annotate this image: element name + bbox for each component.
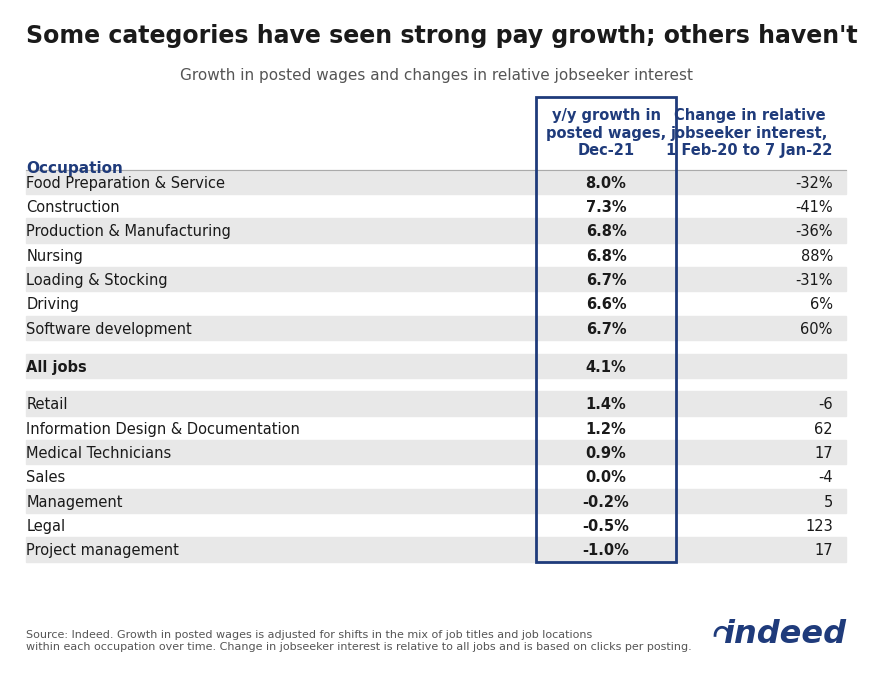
Text: 7.3%: 7.3% (586, 200, 626, 215)
Text: -41%: -41% (795, 200, 833, 215)
Text: 123: 123 (805, 519, 833, 534)
Text: 6%: 6% (810, 297, 833, 312)
Text: 4.1%: 4.1% (586, 360, 626, 375)
Text: Sales: Sales (26, 470, 65, 485)
Text: Some categories have seen strong pay growth; others haven't: Some categories have seen strong pay gro… (26, 24, 858, 48)
Text: Software development: Software development (26, 322, 192, 337)
Text: -36%: -36% (795, 224, 833, 239)
Text: 8.0%: 8.0% (586, 176, 626, 191)
Text: Growth in posted wages and changes in relative jobseeker interest: Growth in posted wages and changes in re… (180, 68, 692, 82)
Text: 17: 17 (814, 544, 833, 558)
Text: -32%: -32% (795, 176, 833, 191)
Text: 1.2%: 1.2% (586, 422, 626, 437)
Text: Construction: Construction (26, 200, 119, 215)
Text: Retail: Retail (26, 397, 68, 412)
Text: Legal: Legal (26, 519, 65, 534)
Text: -4: -4 (818, 470, 833, 485)
Text: Production & Manufacturing: Production & Manufacturing (26, 224, 231, 239)
Text: Project management: Project management (26, 544, 179, 558)
Text: 62: 62 (814, 422, 833, 437)
Text: 0.9%: 0.9% (586, 446, 626, 461)
Text: Food Preparation & Service: Food Preparation & Service (26, 176, 225, 191)
Text: 88%: 88% (800, 249, 833, 264)
Text: 6.7%: 6.7% (586, 322, 626, 337)
Text: 6.6%: 6.6% (586, 297, 626, 312)
Text: Driving: Driving (26, 297, 79, 312)
Text: Management: Management (26, 495, 123, 510)
Text: -0.2%: -0.2% (582, 495, 630, 510)
Text: -0.5%: -0.5% (582, 519, 630, 534)
Text: -31%: -31% (795, 273, 833, 288)
Text: Occupation: Occupation (26, 161, 123, 176)
Text: indeed: indeed (723, 619, 846, 650)
Text: -1.0%: -1.0% (582, 544, 630, 558)
Text: Change in relative
jobseeker interest,
1 Feb-20 to 7 Jan-22: Change in relative jobseeker interest, 1… (666, 108, 833, 158)
Text: 60%: 60% (800, 322, 833, 337)
Text: Nursing: Nursing (26, 249, 83, 264)
Text: 17: 17 (814, 446, 833, 461)
Text: Loading & Stocking: Loading & Stocking (26, 273, 167, 288)
Text: Source: Indeed. Growth in posted wages is adjusted for shifts in the mix of job : Source: Indeed. Growth in posted wages i… (26, 630, 691, 652)
Text: 1.4%: 1.4% (586, 397, 626, 412)
Text: 6.8%: 6.8% (586, 224, 626, 239)
Text: Information Design & Documentation: Information Design & Documentation (26, 422, 300, 437)
Text: All jobs: All jobs (26, 360, 87, 375)
Text: 6.8%: 6.8% (586, 249, 626, 264)
Text: -6: -6 (818, 397, 833, 412)
Text: Medical Technicians: Medical Technicians (26, 446, 172, 461)
Text: 5: 5 (823, 495, 833, 510)
Text: 6.7%: 6.7% (586, 273, 626, 288)
Text: 0.0%: 0.0% (586, 470, 626, 485)
Text: y/y growth in
posted wages,
Dec-21: y/y growth in posted wages, Dec-21 (546, 108, 666, 158)
